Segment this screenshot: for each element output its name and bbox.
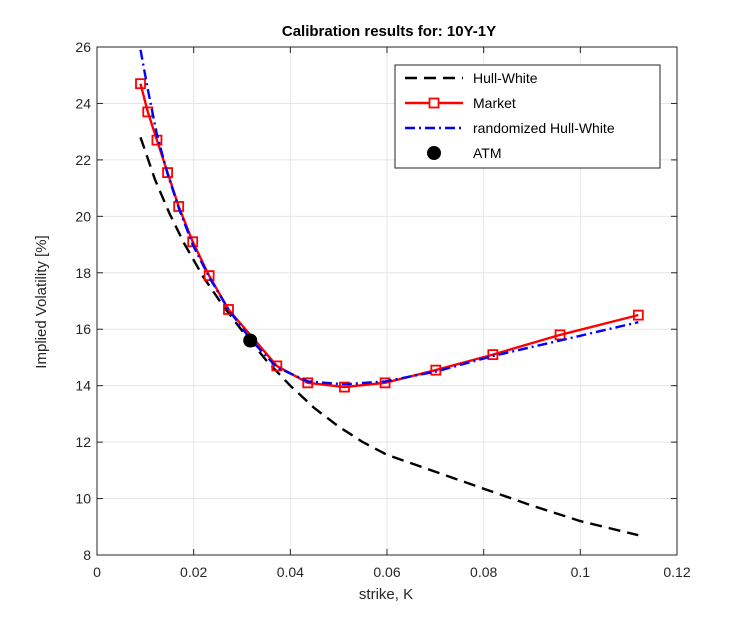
data-point-atm — [243, 333, 258, 348]
legend-label-market: Market — [473, 95, 516, 111]
y-tick-label: 10 — [75, 491, 91, 507]
series-line-randomized-hull-white — [139, 49, 639, 386]
legend-label-atm: ATM — [473, 145, 502, 161]
data-point-market — [162, 167, 173, 178]
legend-label-hull-white: Hull-White — [473, 70, 538, 86]
chart-title: Calibration results for: 10Y-1Y — [282, 23, 496, 40]
data-point-market — [379, 377, 391, 389]
x-tick-label: 0.06 — [373, 564, 400, 580]
x-tick-label: 0.12 — [663, 564, 690, 580]
y-tick-label: 18 — [75, 265, 91, 281]
data-point-market — [223, 304, 234, 315]
data-point-market — [339, 381, 350, 393]
series-line-hull-white — [139, 136, 639, 537]
x-tick-label: 0.1 — [571, 564, 591, 580]
data-point-market — [430, 364, 442, 376]
x-tick-label: 0.04 — [277, 564, 304, 580]
legend-marker-atm — [427, 146, 441, 160]
y-tick-label: 16 — [75, 321, 91, 337]
data-point-market — [632, 309, 644, 321]
y-tick-label: 22 — [75, 152, 91, 168]
data-point-market — [487, 349, 499, 361]
data-point-market — [203, 270, 215, 282]
y-tick-label: 20 — [75, 208, 91, 224]
data-point-market — [271, 360, 283, 372]
y-axis-label: Implied Volatility [%] — [33, 235, 50, 368]
y-tick-label: 14 — [75, 378, 91, 394]
legend-marker-market — [428, 97, 440, 109]
x-tick-label: 0.02 — [180, 564, 207, 580]
y-tick-label: 26 — [75, 39, 91, 55]
series-layer — [135, 49, 644, 537]
data-point-market — [135, 78, 146, 90]
y-tick-label: 12 — [75, 434, 91, 450]
y-tick-label: 8 — [83, 547, 91, 563]
x-axis-label: strike, K — [359, 586, 413, 603]
x-tick-label: 0 — [93, 564, 101, 580]
legend-label-randomized-hull-white: randomized Hull-White — [473, 120, 615, 136]
y-ticks: 8 10 12 14 16 18 20 22 24 26 — [75, 39, 677, 563]
x-tick-label: 0.08 — [470, 564, 497, 580]
x-ticks: 0 0.02 0.04 0.06 0.08 0.1 0.12 — [93, 47, 691, 580]
legend: Hull-White Market randomized Hull-White ATM — [394, 64, 661, 169]
data-point-market — [302, 377, 314, 389]
y-tick-label: 24 — [75, 95, 91, 111]
